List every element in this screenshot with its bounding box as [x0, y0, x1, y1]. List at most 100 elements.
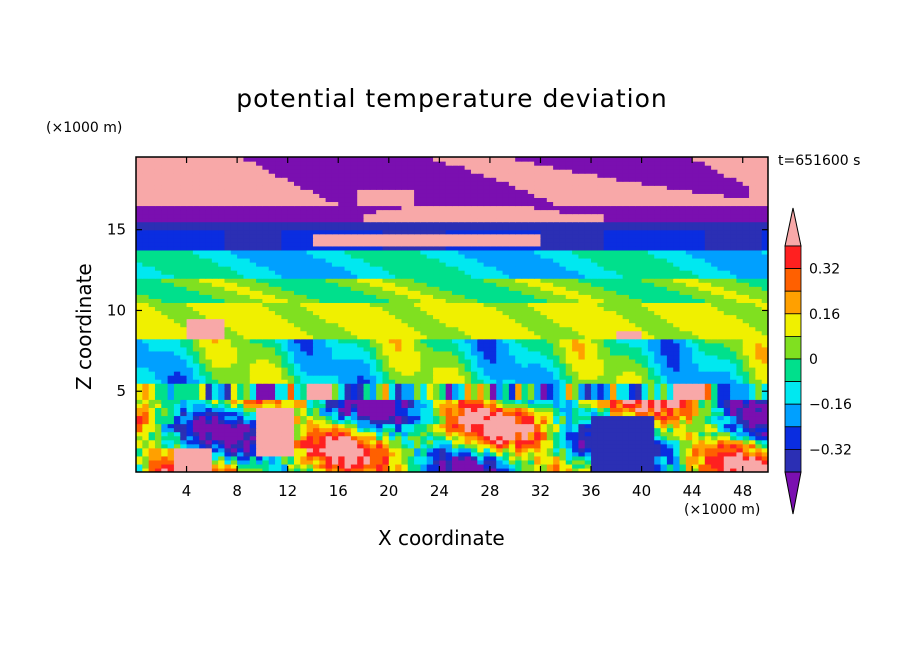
field-cell [660, 447, 668, 453]
field-cell [464, 391, 472, 396]
field-cell [647, 322, 655, 328]
field-cell [199, 302, 207, 308]
field-cell [660, 439, 668, 445]
field-cell [635, 270, 643, 275]
field-cell [534, 330, 542, 336]
field-cell [698, 443, 706, 449]
field-cell [414, 427, 421, 433]
field-cell [414, 451, 421, 457]
field-cell [622, 435, 630, 441]
field-cell [559, 467, 567, 472]
field-cell [376, 358, 384, 364]
field-cell [268, 391, 276, 396]
field-cell [730, 379, 737, 384]
field-cell [439, 443, 447, 449]
field-cell [603, 334, 611, 340]
field-cell [559, 350, 567, 356]
field-cell [237, 362, 245, 368]
field-cell [679, 338, 687, 344]
field-cell [142, 306, 150, 312]
field-cell [294, 419, 301, 425]
field-cell [382, 443, 390, 449]
field-cell [249, 439, 257, 445]
field-cell [698, 346, 706, 352]
field-cell [401, 270, 409, 275]
field-cell [660, 330, 668, 336]
field-cell [685, 435, 693, 441]
field-cell [610, 358, 617, 364]
field-cell [610, 330, 617, 336]
field-cell [275, 274, 282, 279]
field-cell [338, 459, 346, 465]
field-cell [489, 290, 497, 295]
field-cell [382, 290, 390, 295]
field-cell [546, 326, 554, 332]
field-cell [414, 455, 421, 461]
field-cell [167, 451, 175, 457]
field-cell [755, 399, 763, 404]
field-cell [199, 322, 207, 328]
field-cell [711, 298, 719, 303]
field-cell [426, 334, 434, 340]
field-cell [553, 411, 561, 417]
field-cell [572, 302, 579, 308]
field-cell [578, 330, 586, 336]
field-cell [508, 395, 516, 400]
field-cell [515, 391, 523, 396]
field-cell [711, 310, 719, 316]
field-cell [540, 338, 548, 344]
field-cell [167, 318, 175, 324]
field-cell [616, 318, 624, 324]
field-cell [635, 298, 643, 303]
field-cell [692, 439, 700, 445]
field-cell [237, 367, 245, 372]
field-cell [331, 455, 339, 461]
field-cell [534, 459, 542, 465]
field-cell [666, 310, 674, 316]
field-cell [692, 419, 700, 425]
field-cell [591, 270, 598, 275]
field-cell [483, 403, 491, 408]
field-cell [761, 358, 768, 364]
field-cell [401, 346, 409, 352]
field-cell [527, 427, 535, 433]
field-cell [224, 383, 232, 388]
field-cell [136, 383, 143, 388]
field-cell [148, 367, 156, 372]
field-cell [628, 451, 636, 457]
field-cell [300, 354, 308, 360]
field-cell [312, 415, 320, 421]
field-cell [647, 379, 655, 384]
field-cell [439, 427, 447, 433]
field-cell [230, 310, 238, 316]
field-cell [540, 274, 548, 279]
field-cell [496, 455, 504, 461]
field-cell [388, 338, 396, 344]
field-cell [736, 318, 744, 324]
field-cell [363, 354, 371, 360]
field-cell [142, 419, 150, 425]
field-cell [312, 342, 320, 348]
field-cell [369, 310, 377, 316]
field-cell [136, 290, 143, 295]
field-cell [584, 330, 592, 336]
field-cell [173, 443, 181, 449]
field-cell [660, 298, 668, 303]
field-cell [647, 451, 655, 457]
field-cell [338, 290, 346, 295]
field-cell [635, 274, 643, 279]
field-cell [350, 463, 358, 469]
field-cell [761, 411, 768, 417]
field-cell [237, 318, 245, 324]
field-cell [237, 419, 245, 425]
field-cell [502, 467, 510, 472]
field-cell [521, 467, 529, 472]
field-cell [382, 383, 390, 388]
field-cell [136, 314, 143, 320]
field-cell [294, 302, 301, 308]
field-cell [338, 314, 346, 320]
field-cell [521, 387, 529, 392]
field-cell [635, 383, 643, 388]
field-cell [572, 447, 579, 453]
field-cell [426, 367, 434, 372]
